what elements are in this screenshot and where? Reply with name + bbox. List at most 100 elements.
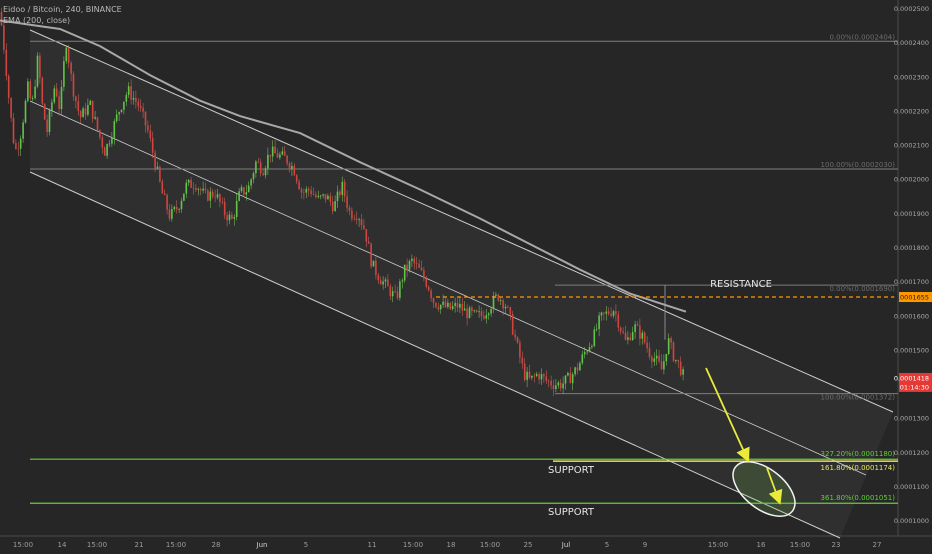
candle-body xyxy=(267,154,269,169)
fib-lower-label: 100.00%(0.0001372) xyxy=(821,394,896,402)
candle-body xyxy=(667,338,670,354)
candle-body xyxy=(132,97,135,100)
candle-body xyxy=(149,130,152,139)
candle-body xyxy=(252,173,255,180)
candle-body xyxy=(115,114,118,122)
candle-body xyxy=(358,219,360,221)
candle-body xyxy=(65,47,68,62)
candle-body xyxy=(154,152,156,169)
candle-body xyxy=(22,122,24,139)
candle-body xyxy=(547,380,550,382)
candle-body xyxy=(636,324,639,326)
price-tick-label: 0.0001100 xyxy=(894,483,929,491)
candle-body xyxy=(317,195,320,198)
candle-body xyxy=(99,129,101,138)
candle-body xyxy=(51,102,53,111)
candle-body xyxy=(605,311,608,314)
candle-body xyxy=(329,195,332,202)
candle-body xyxy=(307,188,310,191)
candle-body xyxy=(425,278,428,287)
candle-body xyxy=(269,154,272,157)
resistance-label: RESISTANCE xyxy=(710,279,772,290)
candle-body xyxy=(353,218,356,220)
candle-body xyxy=(300,189,303,193)
candle-body xyxy=(120,109,123,112)
candle-body xyxy=(641,332,644,339)
candle-body xyxy=(413,258,416,264)
candle-body xyxy=(171,209,173,219)
indicator-legend: EMA (200, close) xyxy=(3,16,71,25)
price-axis-panel xyxy=(898,0,932,550)
candle-body xyxy=(655,355,658,359)
candle-body xyxy=(610,313,612,316)
candle-body xyxy=(624,332,627,340)
projection-arrow-2 xyxy=(766,467,783,505)
candle-body xyxy=(466,308,468,319)
candle-body xyxy=(137,101,140,107)
candle-body xyxy=(293,165,296,176)
candle-body xyxy=(571,374,574,384)
price-tick-label: 0.0001300 xyxy=(894,415,929,423)
candle-body xyxy=(185,182,188,194)
candle-body xyxy=(161,181,164,194)
candle-body xyxy=(598,315,600,329)
candle-body xyxy=(303,192,305,194)
fib-327-label: 327.20%(0.0001180) xyxy=(821,450,896,458)
candle-body xyxy=(17,148,20,150)
candle-body xyxy=(257,161,260,163)
candle-body xyxy=(394,291,396,292)
candle-body xyxy=(370,243,372,267)
candle-body xyxy=(315,194,317,198)
candle-body xyxy=(456,303,459,308)
candle-body xyxy=(519,342,521,358)
price-tick-label: 0.0001200 xyxy=(894,449,929,457)
time-axis: 15:00 14 15:00 21 15:00 28 Jun 5 11 15:00 18 15:00 2… xyxy=(13,541,882,549)
candle-body xyxy=(581,354,584,364)
candle-body xyxy=(504,306,507,309)
candle-body xyxy=(48,110,51,132)
candle-body xyxy=(615,311,617,315)
candle-body xyxy=(312,194,315,195)
candle-body xyxy=(612,311,615,316)
price-tick-label: 0.0002500 xyxy=(894,5,929,13)
candle-body xyxy=(5,49,8,77)
candle-body xyxy=(276,153,279,158)
candle-body xyxy=(562,383,564,389)
candle-body xyxy=(264,168,267,176)
candle-body xyxy=(259,162,262,174)
candle-body xyxy=(569,372,572,384)
price-tick-label: 0.0002100 xyxy=(894,142,929,150)
candle-body xyxy=(243,187,245,195)
candle-body xyxy=(207,190,209,201)
candle-body xyxy=(271,146,274,157)
candle-body xyxy=(331,201,334,212)
candle-body xyxy=(375,260,377,275)
candle-body xyxy=(408,260,411,270)
candle-body xyxy=(127,86,130,95)
candle-body xyxy=(163,193,166,195)
time-tick-label: 15:00 xyxy=(790,541,810,549)
candle-body xyxy=(401,280,404,282)
candle-body xyxy=(31,98,34,99)
candle-body xyxy=(319,195,322,197)
last-price-tag xyxy=(899,372,932,392)
time-tick-label: 27 xyxy=(873,541,882,549)
candle-body xyxy=(454,303,456,307)
candle-body xyxy=(70,62,72,74)
candle-body xyxy=(420,267,423,271)
candle-body xyxy=(396,291,399,298)
candle-body xyxy=(240,187,243,192)
candle-body xyxy=(286,155,288,164)
candle-body xyxy=(485,315,488,319)
candle-body xyxy=(87,104,89,115)
time-tick-label: 16 xyxy=(757,541,766,549)
candle-body xyxy=(533,375,536,377)
candle-body xyxy=(516,337,519,343)
candle-body xyxy=(499,300,502,301)
candle-body xyxy=(178,209,180,210)
time-tick-label: Jul xyxy=(561,541,571,549)
candle-body xyxy=(495,294,497,296)
candle-body xyxy=(663,361,665,370)
candle-body xyxy=(607,311,610,314)
